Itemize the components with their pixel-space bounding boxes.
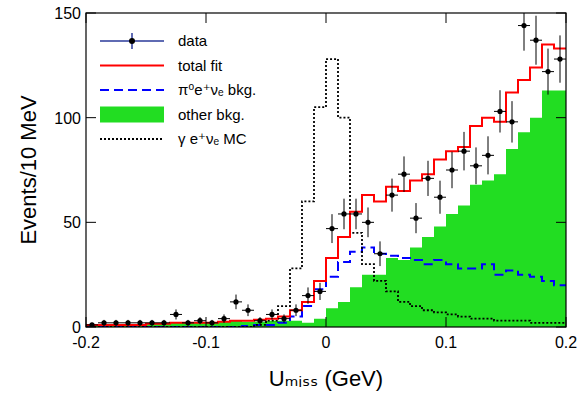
data-point	[329, 226, 334, 231]
x-tick-label: -0.1	[192, 334, 220, 351]
data-point	[389, 193, 394, 198]
data-point	[365, 220, 370, 225]
legend-swatch	[100, 107, 164, 123]
x-tick	[566, 13, 567, 23]
step-line	[86, 59, 566, 327]
data-point	[461, 149, 466, 154]
x-tick	[446, 317, 447, 327]
data-point	[137, 320, 142, 325]
legend-label: π⁰e⁺νₑ bkg.	[178, 81, 256, 98]
data-point	[101, 320, 106, 325]
plot-area	[86, 13, 566, 327]
data-point	[497, 109, 502, 114]
data-point	[245, 308, 250, 313]
x-tick-label: 0.2	[555, 334, 577, 351]
y-tick-label: 50	[63, 214, 81, 231]
legend-swatch	[100, 138, 164, 140]
chart: -0.2 -0.1 0 0.1 0.2 0 50 100 150 Uₘᵢₛₛ (GeV) Event…	[0, 0, 588, 400]
legend-label: data	[178, 32, 208, 49]
data-point	[557, 56, 562, 61]
data-point	[401, 172, 406, 177]
x-axis-label: Uₘᵢₛₛ (GeV)	[269, 366, 383, 391]
legend: data total fit π⁰e⁺νₑ bkg. other bkg. γ e⁺νₑ…	[100, 32, 256, 147]
x-tick	[566, 317, 567, 327]
data-point	[533, 38, 538, 43]
data-point	[161, 320, 166, 325]
step-line	[86, 44, 566, 325]
error-bar	[524, 13, 525, 51]
data-point	[449, 167, 454, 172]
x-tick	[86, 13, 87, 23]
x-tick	[86, 317, 87, 327]
y-tick	[556, 222, 566, 223]
data-point	[89, 322, 94, 327]
data-point	[353, 211, 358, 216]
data-point	[305, 293, 310, 298]
y-tick-label: 100	[54, 110, 81, 127]
data-point	[425, 176, 430, 181]
x-tick-label: 0	[322, 334, 331, 351]
data-point	[341, 211, 346, 216]
legend-swatch	[129, 38, 135, 44]
y-tick	[556, 327, 566, 328]
data-point	[173, 312, 178, 317]
y-tick	[86, 13, 96, 14]
data-point	[545, 69, 550, 74]
x-tick	[326, 13, 327, 23]
y-tick	[86, 117, 96, 118]
legend-swatch	[100, 65, 164, 67]
data-point	[125, 320, 130, 325]
data-point	[233, 299, 238, 304]
legend-swatch	[100, 89, 164, 91]
x-tick	[206, 317, 207, 327]
data-point	[281, 316, 286, 321]
data-point	[197, 318, 202, 323]
data-point	[521, 23, 526, 28]
data-point	[293, 308, 298, 313]
y-tick	[86, 327, 96, 328]
data-point	[113, 320, 118, 325]
y-tick	[556, 117, 566, 118]
data-point	[413, 216, 418, 221]
data-point	[209, 320, 214, 325]
data-point	[257, 318, 262, 323]
x-tick	[326, 317, 327, 327]
legend-label: γ e⁺νₑ MC	[178, 130, 247, 147]
data-point	[269, 312, 274, 317]
x-tick-label: -0.2	[72, 334, 100, 351]
data-point	[377, 251, 382, 256]
data-point	[221, 316, 226, 321]
y-tick-label: 0	[72, 319, 81, 336]
legend-label: total fit	[178, 57, 223, 74]
x-tick-label: 0.1	[435, 334, 457, 351]
data-point	[437, 195, 442, 200]
data-point	[509, 119, 514, 124]
y-tick	[86, 222, 96, 223]
x-tick	[206, 13, 207, 23]
data-point	[317, 289, 322, 294]
legend-label: other bkg.	[178, 106, 245, 123]
data-point	[185, 320, 190, 325]
area-histogram	[86, 90, 566, 327]
y-tick-label: 150	[54, 5, 81, 22]
data-point	[485, 153, 490, 158]
data-point	[473, 163, 478, 168]
x-tick	[446, 13, 447, 23]
y-axis-label: Events/10 MeV	[16, 95, 41, 245]
y-tick	[556, 13, 566, 14]
data-point	[149, 320, 154, 325]
plot-frame	[86, 13, 566, 327]
